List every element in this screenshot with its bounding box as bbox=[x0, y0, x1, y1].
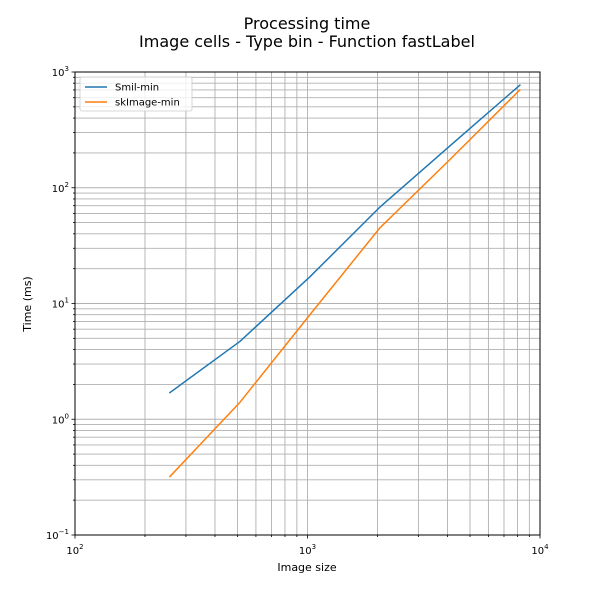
chart-title-line1: Processing time bbox=[244, 14, 371, 33]
series-line-1 bbox=[168, 84, 521, 394]
y-tick-label: 103 bbox=[52, 65, 69, 79]
legend-box bbox=[79, 76, 193, 112]
ticks: 102 103 104 10−1 100 101 102 103 bbox=[46, 65, 549, 557]
x-axis-label: Image size bbox=[277, 561, 337, 574]
y-tick-label: 101 bbox=[52, 297, 69, 311]
x-tick-label: 102 bbox=[66, 543, 83, 557]
legend-label: Smil-min bbox=[115, 83, 159, 94]
grid bbox=[74, 72, 540, 536]
chart-title-line2: Image cells - Type bin - Function fastLa… bbox=[139, 32, 475, 51]
y-tick-label: 102 bbox=[52, 181, 69, 195]
series-line-2 bbox=[168, 88, 521, 478]
y-tick-label: 100 bbox=[52, 412, 69, 426]
y-axis-label: Time (ms) bbox=[21, 276, 34, 332]
x-tick-label: 103 bbox=[299, 543, 316, 557]
x-tick-label: 104 bbox=[531, 543, 549, 557]
y-tick-label: 10−1 bbox=[46, 528, 69, 542]
legend-label: skImage-min bbox=[115, 98, 180, 109]
legend: Smil-min skImage-min bbox=[79, 76, 193, 112]
series-layer bbox=[168, 84, 521, 478]
